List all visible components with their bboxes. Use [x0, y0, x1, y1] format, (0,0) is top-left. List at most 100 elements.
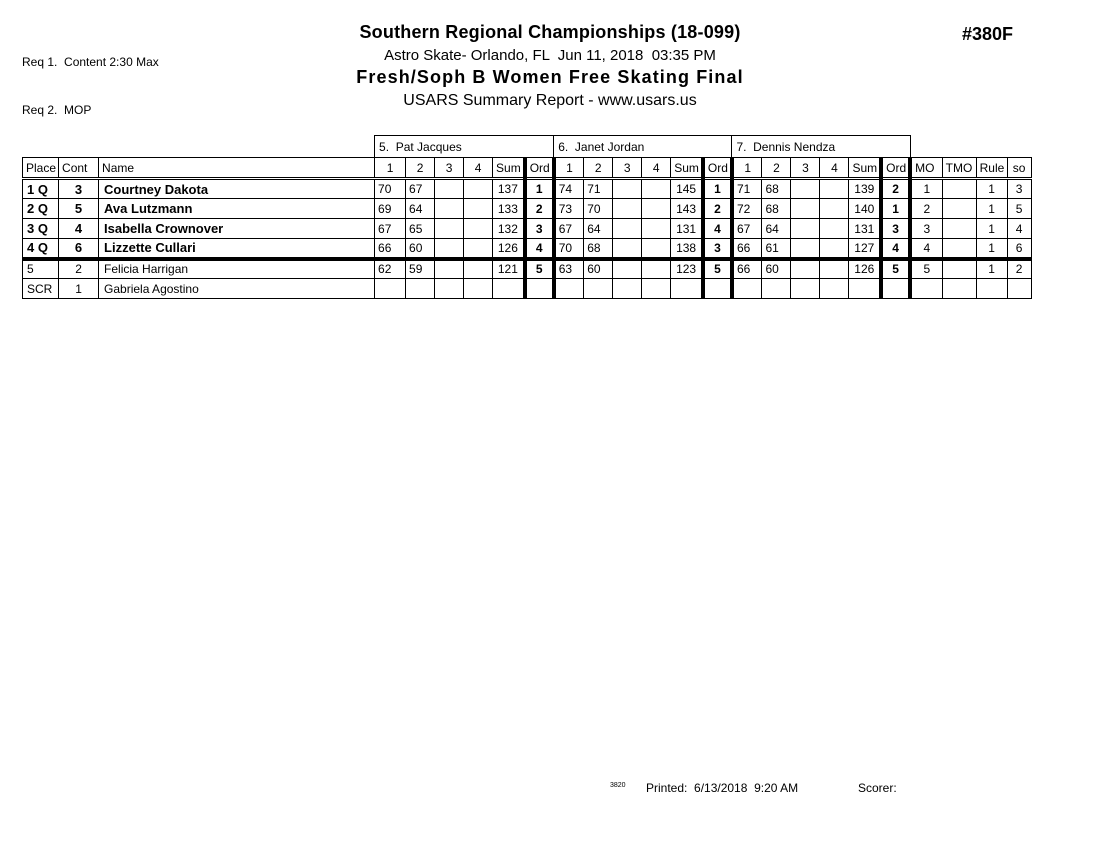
cell-name: Isabella Crownover [98, 218, 376, 239]
cell-tmo [941, 198, 977, 219]
cell-judge5-score1 [374, 278, 407, 299]
cell-judge7-score3 [790, 198, 821, 219]
judge-5-label: 5. Pat Jacques [374, 135, 555, 158]
report-type-line: USARS Summary Report - www.usars.us [403, 92, 697, 109]
cell-judge6-ord [700, 278, 733, 299]
cell-judge7-score1: 71 [729, 178, 763, 199]
cell-tmo [941, 238, 977, 261]
cell-judge7-score3 [790, 178, 821, 199]
cell-judge5-sum: 132 [492, 218, 526, 239]
col-header-j5-sum: Sum [492, 157, 526, 180]
cell-judge7-score3 [790, 258, 821, 279]
cell-judge7-score2: 68 [761, 178, 792, 199]
cell-so: 3 [1006, 178, 1032, 199]
cell-judge5-ord: 5 [522, 258, 555, 279]
cell-mo [908, 278, 943, 299]
cell-so: 5 [1006, 198, 1032, 219]
cell-judge6-ord: 1 [700, 178, 733, 199]
event-title: Fresh/Soph B Women Free Skating Final [356, 67, 744, 87]
cell-mo: 1 [908, 178, 943, 199]
cell-judge6-sum: 143 [670, 198, 704, 219]
cell-place: 5 [21, 258, 60, 279]
printed-timestamp: Printed: 6/13/2018 9:20 AM [646, 781, 799, 795]
cell-rule: 1 [975, 198, 1008, 219]
cell-judge7-score1: 66 [729, 238, 763, 261]
cell-cont: 2 [58, 258, 100, 279]
cell-place: 3 Q [21, 218, 60, 239]
col-header-name: Name [98, 157, 376, 180]
venue-date-line: Astro Skate- Orlando, FL Jun 11, 2018 03… [384, 47, 716, 64]
cell-judge7-score3 [790, 238, 821, 261]
table-row: 5 2 Felicia Harrigan 62 59 121 5 63 60 123 5 66 60 12… [21, 258, 1032, 279]
cell-judge6-score1: 67 [551, 218, 585, 239]
cell-judge6-score4 [641, 258, 672, 279]
col-header-j5-2: 2 [405, 157, 436, 180]
cell-judge5-score2: 65 [405, 218, 436, 239]
cell-judge5-score4 [463, 258, 494, 279]
table-row: 4 Q 6 Lizzette Cullari 66 60 126 4 70 68 138 3 66 61… [21, 238, 1032, 261]
cell-judge7-score2: 64 [761, 218, 792, 239]
cell-cont: 1 [58, 278, 100, 299]
cell-place: 2 Q [21, 198, 60, 219]
cell-judge6-score4 [641, 238, 672, 261]
cell-judge6-score3 [612, 218, 643, 239]
cell-judge7-score4 [819, 178, 850, 199]
cell-judge7-score1: 66 [729, 258, 763, 279]
cell-cont: 3 [58, 178, 100, 199]
cell-judge6-score1: 74 [551, 178, 585, 199]
cell-judge5-score3 [434, 198, 465, 219]
cell-name: Ava Lutzmann [98, 198, 376, 219]
cell-so: 2 [1006, 258, 1032, 279]
cell-judge7-score4 [819, 258, 850, 279]
cell-judge6-sum: 123 [670, 258, 704, 279]
cell-judge7-ord: 1 [879, 198, 911, 219]
col-header-j7-4: 4 [819, 157, 850, 180]
cell-judge6-score1: 73 [551, 198, 585, 219]
cell-judge7-score4 [819, 238, 850, 261]
cell-judge5-score3 [434, 218, 465, 239]
cell-judge6-score2 [583, 278, 614, 299]
cell-so [1006, 278, 1032, 299]
col-header-j5-1: 1 [374, 157, 407, 180]
col-header-j5-ord: Ord [522, 157, 555, 180]
col-header-so: so [1006, 157, 1032, 180]
cell-name: Lizzette Cullari [98, 238, 376, 261]
cell-judge5-score1: 66 [374, 238, 407, 261]
col-header-j7-sum: Sum [848, 157, 882, 180]
cell-judge5-score4 [463, 198, 494, 219]
cell-name: Gabriela Agostino [98, 278, 376, 299]
col-header-j6-ord: Ord [700, 157, 733, 180]
judge-header-spacer-left [23, 136, 375, 158]
cell-judge5-ord: 3 [522, 218, 555, 239]
cell-place: 1 Q [21, 178, 60, 199]
cell-judge6-score1: 70 [551, 238, 585, 261]
col-header-j6-3: 3 [612, 157, 643, 180]
cell-judge5-ord: 2 [522, 198, 555, 219]
cell-judge7-score1: 72 [729, 198, 763, 219]
cell-mo: 3 [908, 218, 943, 239]
cell-mo: 5 [908, 258, 943, 279]
cell-judge5-sum: 126 [492, 238, 526, 261]
judge-header-row: 5. Pat Jacques 6. Janet Jordan 7. Dennis… [23, 135, 1032, 158]
cell-judge7-score2 [761, 278, 792, 299]
cell-so: 4 [1006, 218, 1032, 239]
col-header-j5-3: 3 [434, 157, 465, 180]
cell-judge6-score3 [612, 178, 643, 199]
cell-judge5-sum: 133 [492, 198, 526, 219]
cell-judge6-sum: 131 [670, 218, 704, 239]
cell-rule: 1 [975, 218, 1008, 239]
cell-tmo [941, 178, 977, 199]
footer-code: 3820 [610, 782, 626, 789]
cell-judge6-ord: 4 [700, 218, 733, 239]
cell-place: SCR [21, 278, 60, 299]
cell-judge6-sum [670, 278, 704, 299]
cell-place: 4 Q [21, 238, 60, 261]
cell-judge7-score3 [790, 278, 821, 299]
table-row: 1 Q 3 Courtney Dakota 70 67 137 1 74 71 145 1 71 68 1… [21, 178, 1032, 199]
col-header-j7-3: 3 [790, 157, 821, 180]
cell-judge6-sum: 138 [670, 238, 704, 261]
cell-name: Felicia Harrigan [98, 258, 376, 279]
cell-judge6-score3 [612, 238, 643, 261]
cell-judge7-sum: 140 [848, 198, 882, 219]
cell-judge7-sum: 127 [848, 238, 882, 261]
